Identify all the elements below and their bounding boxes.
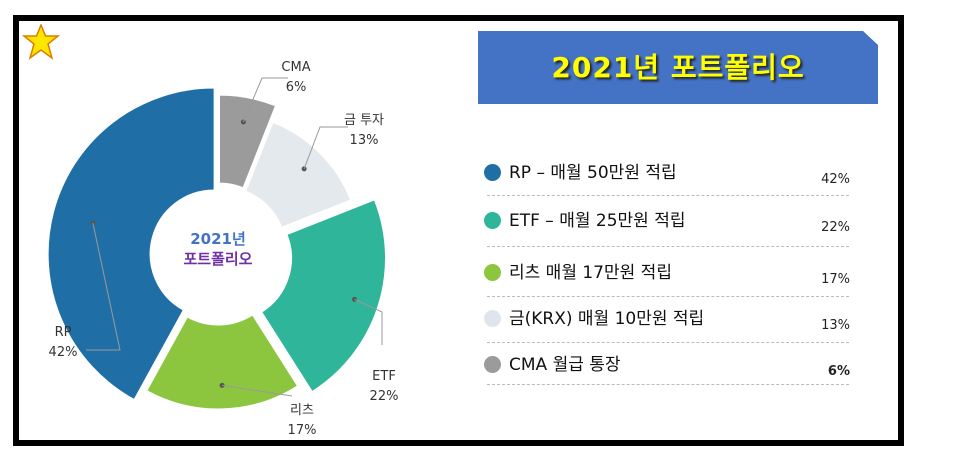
slice-2 (261, 199, 386, 393)
leader-line-4 (86, 222, 121, 351)
slice-value-reits: 17% (288, 423, 317, 438)
legend-swatch (484, 164, 501, 181)
legend-item-pct: 17% (821, 272, 850, 287)
legend-item-pct: 22% (821, 220, 850, 235)
legend-item-etf: ETF – 매월 25만원 적립 22% (484, 206, 850, 236)
legend-item-label: RP – 매월 50만원 적립 (509, 163, 677, 183)
legend-title: 2021년 포트폴리오 (551, 51, 805, 84)
legend-swatch (484, 212, 501, 229)
center-label-title: 포트폴리오 (183, 250, 252, 268)
slice-value-cma: 6% (286, 80, 307, 95)
slice-0 (218, 94, 277, 189)
donut-slices (47, 87, 386, 410)
donut-chart: 2021년 포트폴리오 CMA 6% 금 투자 13% ETF 22% 리츠 1… (47, 60, 399, 438)
legend-item-pct: 6% (827, 364, 850, 379)
leader-line-1 (303, 126, 348, 170)
slice-label-reits: 리츠 (290, 403, 314, 418)
legend-item-pct: 42% (821, 172, 850, 187)
leader-lines (86, 77, 383, 397)
legend-item-pct: 13% (821, 318, 850, 333)
slice-3 (146, 314, 299, 410)
legend-divider (487, 195, 849, 196)
title-banner (478, 31, 878, 104)
donut-hole (154, 191, 282, 319)
legend-item-gold: 금(KRX) 매월 10만원 적립 13% (484, 304, 850, 334)
slice-label-rp: RP (55, 325, 72, 340)
legend-item-label: CMA 월급 통장 (509, 355, 621, 375)
leader-line-2 (354, 298, 383, 345)
center-label-year: 2021년 (190, 230, 246, 248)
legend-divider (487, 296, 849, 297)
legend-divider (487, 246, 849, 247)
slice-4 (47, 87, 215, 401)
legend-item-label: ETF – 매월 25만원 적립 (509, 211, 686, 231)
legend-swatch (484, 264, 501, 281)
legend-item-label: 금(KRX) 매월 10만원 적립 (509, 309, 705, 329)
legend-item-rp: RP – 매월 50만원 적립 42% (484, 158, 850, 188)
legend-swatch (484, 310, 501, 327)
slice-label-etf: ETF (372, 369, 396, 384)
slice-value-etf: 22% (370, 389, 399, 404)
slice-1 (245, 121, 352, 228)
slice-value-gold: 13% (350, 133, 379, 148)
slice-label-cma: CMA (281, 60, 310, 75)
leader-line-0 (242, 77, 288, 123)
legend-divider (487, 384, 849, 385)
legend-item-reits: 리츠 매월 17만원 적립 17% (484, 258, 850, 288)
legend-item-label: 리츠 매월 17만원 적립 (509, 263, 672, 283)
leader-line-3 (222, 384, 293, 397)
slice-value-rp: 42% (49, 345, 78, 360)
legend-item-cma: CMA 월급 통장 6% (484, 350, 850, 380)
legend-divider (487, 342, 849, 343)
slice-label-gold: 금 투자 (344, 113, 384, 128)
legend-swatch (484, 356, 501, 373)
star-icon (22, 24, 60, 60)
